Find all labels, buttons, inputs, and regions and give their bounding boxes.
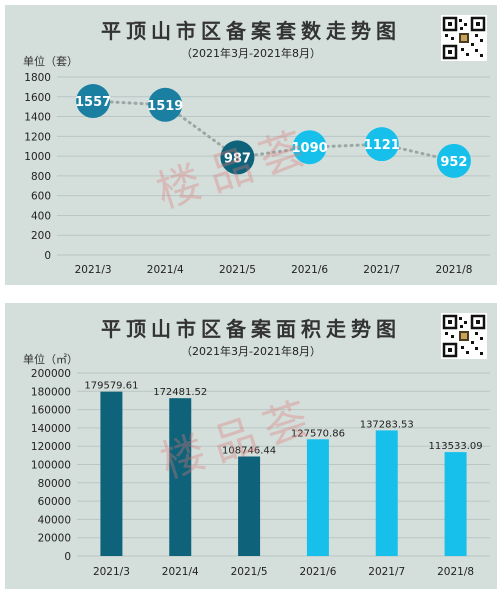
x-tick-label: 2021/5 bbox=[219, 264, 256, 276]
data-label: 179579.61 bbox=[84, 381, 138, 392]
data-point bbox=[148, 87, 183, 122]
data-point bbox=[76, 84, 111, 119]
chart-panel-area: 平顶山市区备案面积走势图 （2021年3月-2021年8月） 0 20000 400… bbox=[5, 303, 497, 589]
y-tick-label: 120000 bbox=[31, 441, 71, 453]
x-tick-label: 2021/6 bbox=[299, 566, 336, 578]
y-tick-label: 180000 bbox=[31, 386, 71, 398]
chart-title: 平顶山市区备案套数走势图 bbox=[101, 19, 401, 43]
y-tick-label: 1400 bbox=[24, 112, 51, 124]
y-tick-label: 400 bbox=[31, 210, 51, 222]
data-label: 137283.53 bbox=[360, 419, 414, 430]
bar bbox=[306, 439, 329, 556]
y-tick-label: 100000 bbox=[31, 460, 71, 472]
data-label: 113533.09 bbox=[429, 441, 483, 452]
qr-code-icon bbox=[441, 313, 487, 359]
y-tick-label: 40000 bbox=[38, 514, 71, 526]
x-tick-label: 2021/8 bbox=[437, 566, 474, 578]
chart-subtitle: （2021年3月-2021年8月） bbox=[181, 47, 321, 60]
y-axis-label: 单位（㎡） bbox=[23, 352, 78, 366]
x-tick-label: 2021/7 bbox=[368, 566, 405, 578]
x-tick-label: 2021/6 bbox=[291, 264, 328, 276]
chart-panel-count: 平顶山市区备案套数走势图 （2021年3月-2021年8月） 0 200 400 60… bbox=[5, 5, 497, 285]
x-tick-label: 2021/4 bbox=[162, 566, 199, 578]
qr-code-icon bbox=[441, 15, 487, 61]
bar bbox=[238, 456, 261, 556]
data-point bbox=[364, 127, 399, 162]
y-tick-label: 140000 bbox=[31, 423, 71, 435]
bar bbox=[100, 391, 123, 556]
data-point bbox=[220, 140, 255, 175]
x-tick-label: 2021/8 bbox=[435, 264, 472, 276]
y-tick-label: 0 bbox=[64, 551, 71, 563]
y-tick-label: 60000 bbox=[38, 496, 71, 508]
data-point bbox=[292, 130, 327, 165]
y-tick-label: 0 bbox=[44, 250, 51, 262]
data-label: 1519 bbox=[147, 99, 183, 114]
chart-subtitle: （2021年3月-2021年8月） bbox=[181, 345, 321, 358]
x-tick-label: 2021/7 bbox=[363, 264, 400, 276]
x-tick-label: 2021/3 bbox=[93, 566, 130, 578]
y-tick-label: 1200 bbox=[24, 131, 51, 143]
data-point bbox=[436, 143, 471, 178]
y-tick-label: 200000 bbox=[31, 368, 71, 380]
bar bbox=[375, 430, 398, 556]
y-axis-label: 单位（套） bbox=[23, 54, 78, 68]
x-tick-label: 2021/3 bbox=[75, 264, 112, 276]
data-label: 127570.86 bbox=[291, 428, 345, 439]
y-tick-label: 80000 bbox=[38, 478, 71, 490]
y-tick-label: 600 bbox=[31, 191, 51, 203]
line-chart: 0 200 400 600 800 1000 1200 1400 1600 1800 单位（套） 20… bbox=[23, 54, 490, 276]
x-tick-label: 2021/4 bbox=[147, 264, 184, 276]
y-tick-label: 800 bbox=[31, 171, 51, 183]
data-label: 1090 bbox=[291, 141, 327, 156]
y-tick-label: 1800 bbox=[24, 72, 51, 84]
y-tick-label: 1000 bbox=[24, 151, 51, 163]
y-tick-label: 20000 bbox=[38, 533, 71, 545]
chart-title: 平顶山市区备案面积走势图 bbox=[101, 317, 401, 341]
x-tick-label: 2021/5 bbox=[231, 566, 268, 578]
data-label: 987 bbox=[224, 151, 251, 166]
data-label: 108746.44 bbox=[222, 445, 276, 456]
data-label: 952 bbox=[440, 155, 467, 170]
y-tick-label: 1600 bbox=[24, 92, 51, 104]
y-tick-label: 160000 bbox=[31, 405, 71, 417]
bar bbox=[169, 398, 192, 556]
y-tick-label: 200 bbox=[31, 230, 51, 242]
data-label: 172481.52 bbox=[153, 387, 207, 398]
bar bbox=[444, 452, 467, 556]
data-label: 1121 bbox=[364, 138, 400, 153]
bar-chart: 0 20000 40000 60000 80000 100000 120000 140000 1… bbox=[23, 352, 490, 578]
data-label: 1557 bbox=[75, 95, 111, 110]
